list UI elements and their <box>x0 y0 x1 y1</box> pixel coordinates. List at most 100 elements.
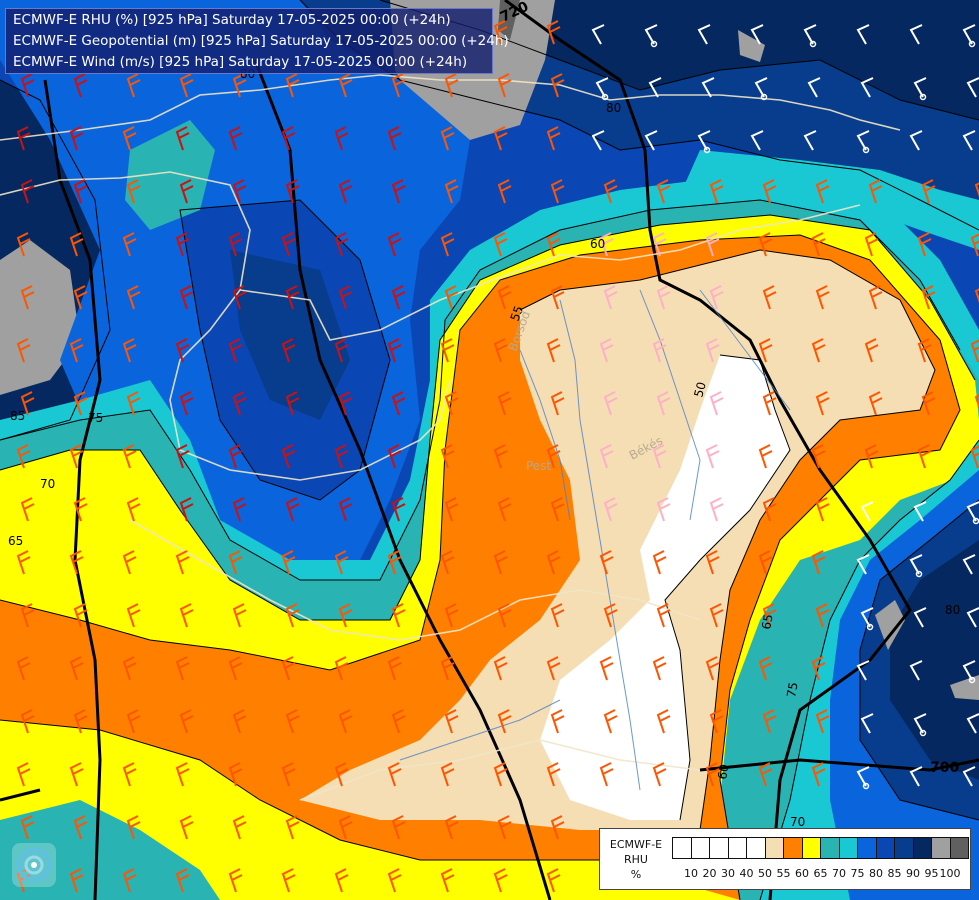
wind-barb <box>440 762 455 787</box>
wind-barb <box>440 656 455 681</box>
wind-barb <box>440 338 455 363</box>
wind-barb <box>387 232 402 257</box>
wind-barb <box>228 550 243 575</box>
wind-barb <box>807 77 821 98</box>
wind-barb <box>232 391 247 416</box>
wind-barb <box>387 868 402 893</box>
wind-barb <box>179 179 194 204</box>
legend-swatch <box>783 837 803 859</box>
wind-barb <box>652 762 667 787</box>
wind-barb <box>126 285 141 310</box>
wind-barb <box>338 815 353 840</box>
wind-barb <box>656 497 671 522</box>
calm-wind-circle <box>866 623 874 631</box>
wind-barb <box>701 77 715 98</box>
wind-barb <box>73 497 88 522</box>
wind-barb <box>16 550 31 575</box>
legend-tick-label: 20 <box>702 867 717 880</box>
wind-barb <box>868 285 883 310</box>
legend-tick-label: 55 <box>776 867 791 880</box>
wind-barb <box>709 709 724 734</box>
wind-barb <box>440 232 455 257</box>
rhu-95-patch-se <box>950 675 979 700</box>
calm-wind-circle <box>809 40 817 48</box>
wind-barb <box>391 497 406 522</box>
wind-barb <box>493 444 508 469</box>
wind-barb <box>73 709 88 734</box>
wind-barb <box>122 656 137 681</box>
wind-barb <box>20 815 35 840</box>
rhu-low-region <box>540 355 790 820</box>
wind-barb <box>709 285 724 310</box>
wind-barb <box>175 126 190 151</box>
wind-barb <box>856 554 870 575</box>
wind-barb <box>705 444 720 469</box>
wind-barb <box>709 603 724 628</box>
wind-barb <box>546 550 561 575</box>
rhu-label-85: 85 <box>10 409 25 423</box>
wind-barb <box>338 285 353 310</box>
wind-barb <box>913 713 927 734</box>
wind-barb <box>285 285 300 310</box>
calm-wind-circle <box>862 146 870 154</box>
wind-barb <box>603 391 618 416</box>
legend-swatch <box>912 837 932 859</box>
wind-barb <box>644 24 658 45</box>
legend-swatch <box>672 837 692 859</box>
wind-barb <box>913 77 927 98</box>
wind-barb <box>921 285 936 310</box>
wind-barb <box>69 656 84 681</box>
rhu-70-band-ne <box>680 150 979 250</box>
calm-wind-circle <box>919 729 927 737</box>
rhu-95-patch-ne <box>738 30 765 62</box>
wind-barb <box>20 391 35 416</box>
wind-barb <box>966 77 979 98</box>
wind-barb <box>440 444 455 469</box>
wind-barb <box>391 179 406 204</box>
legend-tick-label: 40 <box>739 867 754 880</box>
wind-barb <box>73 815 88 840</box>
wind-barb <box>705 656 720 681</box>
wind-barb <box>440 550 455 575</box>
wind-barb <box>20 285 35 310</box>
legend-swatch <box>838 837 858 859</box>
wind-barb <box>232 709 247 734</box>
legend-tick-label: 50 <box>758 867 772 880</box>
wind-barb <box>856 660 870 681</box>
wind-barb <box>126 391 141 416</box>
wind-barb <box>122 762 137 787</box>
wind-barb <box>232 815 247 840</box>
wind-barb <box>285 73 300 98</box>
wind-barb <box>16 232 31 257</box>
wind-barb <box>546 232 561 257</box>
wind-barb <box>281 762 296 787</box>
legend-swatch <box>746 837 766 859</box>
wind-barb <box>709 391 724 416</box>
wind-barb <box>493 656 508 681</box>
wind-barb <box>705 338 720 363</box>
legend-tick-label: 30 <box>721 867 735 880</box>
wind-barb <box>856 24 870 45</box>
wind-barb <box>334 338 349 363</box>
calm-wind-circle <box>915 570 923 578</box>
wind-barb <box>705 232 720 257</box>
wind-barb <box>440 126 455 151</box>
wind-barb <box>334 550 349 575</box>
wind-barb <box>546 338 561 363</box>
wind-barb <box>546 20 561 45</box>
wind-barb <box>860 77 874 98</box>
wind-barb <box>762 497 777 522</box>
wind-barb <box>179 497 194 522</box>
wind-barb <box>811 656 826 681</box>
wind-barb <box>762 391 777 416</box>
wind-barb <box>334 444 349 469</box>
wind-barb <box>232 179 247 204</box>
wind-barb <box>656 285 671 310</box>
wind-barb <box>440 868 455 893</box>
wind-barb <box>493 232 508 257</box>
wind-barb <box>974 288 979 304</box>
wind-barb <box>444 391 459 416</box>
wind-barb <box>493 762 508 787</box>
legend-tick-label: 70 <box>832 867 846 880</box>
